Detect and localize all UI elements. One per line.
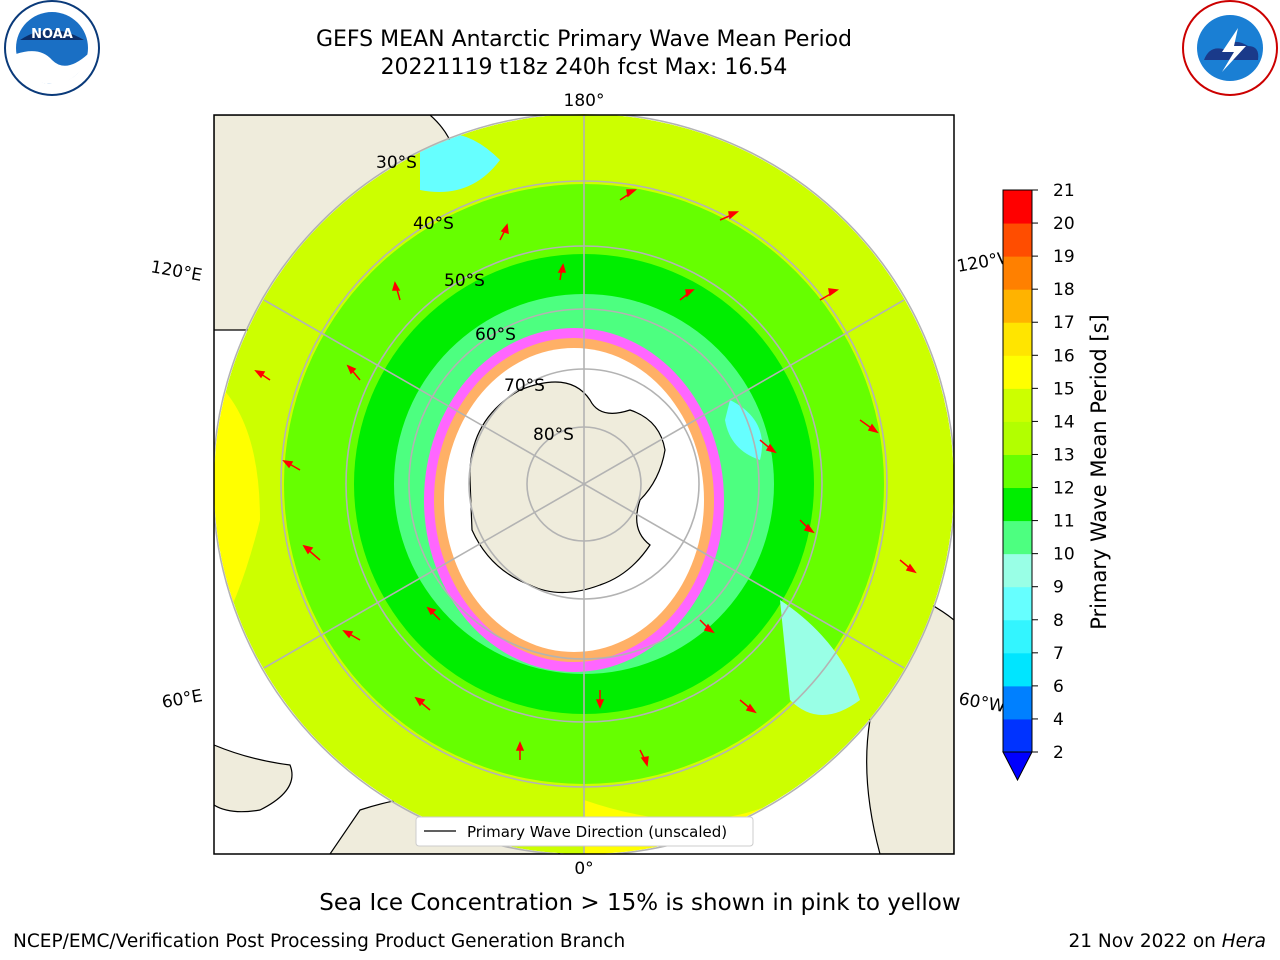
arrow <box>346 364 361 381</box>
arrow <box>282 460 301 471</box>
arrow <box>499 223 509 241</box>
colorbar-cell <box>1003 520 1032 555</box>
graticule-labels: 180° 0° 120°E 120°W 60°E 60°W 30°S 40°S … <box>149 91 1016 879</box>
chart-title: GEFS MEAN Antarctic Primary Wave Mean Pe… <box>315 27 853 52</box>
map-legend: Primary Wave Direction (unscaled) <box>415 816 754 847</box>
colorbar-tick-label: 9 <box>1053 578 1064 598</box>
colorbar-ticks: 2 4 6 7 8 9 10 11 12 13 14 15 16 17 18 19 20 21 <box>1032 181 1075 763</box>
arrow <box>899 559 917 574</box>
colorbar: 2 4 6 7 8 9 10 11 12 13 14 15 16 17 18 19 20 21 Primary W… <box>1002 181 1111 782</box>
arrow <box>302 544 321 561</box>
colorbar-cell <box>1003 190 1032 224</box>
footer-date-text: 21 Nov 2022 on <box>1068 931 1222 952</box>
colorbar-cell <box>1003 421 1032 455</box>
colorbar-tick-label: 8 <box>1053 611 1064 631</box>
colorbar-cell <box>1003 454 1032 489</box>
colorbar-tick-label: 7 <box>1053 644 1064 664</box>
arrow <box>342 630 361 641</box>
colorbar-tick-label: 20 <box>1053 214 1075 234</box>
colorbar-cell <box>1003 487 1032 522</box>
lat-label-50s: 50°S <box>444 271 485 291</box>
colorbar-cell <box>1003 289 1032 323</box>
lat-label-30s: 30°S <box>376 153 417 173</box>
colorbar-tick-label: 10 <box>1053 545 1075 565</box>
lat-label-80s: 80°S <box>533 425 574 445</box>
legend-label: Primary Wave Direction (unscaled) <box>467 823 727 841</box>
colorbar-tick-label: 4 <box>1053 710 1064 730</box>
colorbar-tick-label: 2 <box>1053 743 1064 763</box>
arrow <box>699 619 715 634</box>
lat-label-70s: 70°S <box>504 376 545 396</box>
colorbar-cells <box>1002 189 1033 782</box>
colorbar-label: Primary Wave Mean Period [s] <box>1087 314 1111 630</box>
colorbar-tick-label: 17 <box>1053 313 1075 333</box>
arrow <box>414 696 431 711</box>
footer-branch: NCEP/EMC/Verification Post Processing Pr… <box>13 931 626 952</box>
arrow <box>392 281 401 301</box>
colorbar-extend-triangle <box>1002 751 1033 782</box>
graticule <box>214 115 954 854</box>
arrow <box>254 370 271 381</box>
colorbar-cell <box>1003 718 1032 753</box>
arrow <box>859 419 879 434</box>
colorbar-cell <box>1003 256 1032 290</box>
colorbar-cell <box>1003 553 1032 588</box>
colorbar-tick-label: 18 <box>1053 280 1075 300</box>
colorbar-cell <box>1003 586 1032 621</box>
colorbar-tick-label: 12 <box>1053 479 1075 499</box>
colorbar-cell <box>1003 322 1032 356</box>
noaa-logo: NOAA <box>4 0 100 96</box>
lon-label-0: 0° <box>574 859 593 879</box>
colorbar-cell <box>1003 355 1032 389</box>
footer-host: Hera <box>1221 931 1266 952</box>
colorbar-cell <box>1003 223 1032 257</box>
colorbar-frame <box>1002 189 1033 753</box>
colorbar-tick-label: 13 <box>1053 445 1075 465</box>
colorbar-tick-label: 19 <box>1053 247 1075 267</box>
sea-ice-caption: Sea Ice Concentration > 15% is shown in … <box>319 890 961 916</box>
arrow <box>639 749 649 767</box>
arrow <box>739 699 757 714</box>
arrow <box>515 741 525 760</box>
nws-logo <box>1182 0 1278 96</box>
logos-layer: NOAA <box>4 0 1278 96</box>
chart-subtitle: 20221119 t18z 240h fcst Max: 16.54 <box>380 55 788 80</box>
colorbar-tick-label: 21 <box>1053 181 1075 201</box>
noaa-logo-text: NOAA <box>31 27 73 42</box>
colorbar-tick-label: 11 <box>1053 512 1075 532</box>
arrow <box>679 289 695 301</box>
lat-label-60s: 60°S <box>475 325 516 345</box>
lon-label-180: 180° <box>564 91 605 111</box>
colorbar-cell <box>1003 652 1032 687</box>
colorbar-cell <box>1003 388 1032 422</box>
colorbar-tick-label: 16 <box>1053 346 1075 366</box>
colorbar-tick-label: 6 <box>1053 677 1064 697</box>
arrow <box>799 519 815 534</box>
arrow <box>595 690 605 709</box>
antarctica <box>469 381 666 594</box>
colorbar-cell <box>1003 685 1032 720</box>
arrow <box>759 439 777 454</box>
lat-label-40s: 40°S <box>413 214 454 234</box>
map-layer: 180° 0° 120°E 120°W 60°E 60°W 30°S 40°S … <box>149 91 1016 879</box>
colorbar-tick-label: 15 <box>1053 379 1075 399</box>
arrow <box>557 263 566 281</box>
footer-date: 21 Nov 2022 on Hera <box>1068 931 1266 952</box>
arrow <box>819 288 839 301</box>
wave-direction-arrows <box>254 189 917 767</box>
colorbar-tick-label: 14 <box>1053 412 1075 432</box>
arrow <box>619 189 638 201</box>
colorbar-cell <box>1003 619 1032 654</box>
map-frame <box>213 114 955 855</box>
arrow <box>426 606 441 621</box>
arrow <box>719 211 740 221</box>
